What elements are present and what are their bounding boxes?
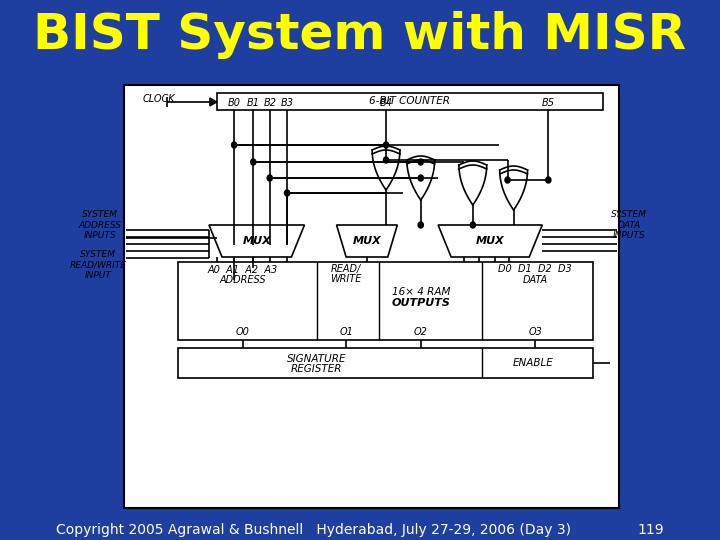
Text: SIGNATURE: SIGNATURE (287, 354, 346, 364)
Text: REGISTER: REGISTER (291, 364, 342, 374)
Text: Copyright 2005 Agrawal & Bushnell   Hyderabad, July 27-29, 2006 (Day 3): Copyright 2005 Agrawal & Bushnell Hydera… (56, 523, 571, 537)
Polygon shape (209, 225, 305, 257)
Text: D0  D1  D2  D3: D0 D1 D2 D3 (498, 264, 572, 274)
Text: READ/: READ/ (331, 264, 361, 274)
Text: A0  A1  A2  A3: A0 A1 A2 A3 (207, 265, 278, 275)
Text: B3: B3 (281, 98, 294, 108)
Polygon shape (336, 225, 397, 257)
Text: WRITE: WRITE (330, 274, 362, 284)
Circle shape (232, 142, 237, 148)
Text: 6-BIT COUNTER: 6-BIT COUNTER (369, 97, 451, 106)
Circle shape (470, 222, 475, 228)
Text: MUX: MUX (353, 236, 382, 246)
Bar (178, 348, 593, 378)
Text: CLOCK: CLOCK (143, 94, 176, 104)
Text: SYSTEM
READ/WRITE
INPUT: SYSTEM READ/WRITE INPUT (69, 250, 127, 280)
Text: B0: B0 (228, 98, 240, 108)
Bar (217, 93, 603, 110)
Text: O2: O2 (414, 327, 428, 337)
Text: B5: B5 (542, 98, 555, 108)
Circle shape (384, 142, 389, 148)
Text: B1: B1 (247, 98, 260, 108)
Text: MUX: MUX (476, 236, 505, 246)
Circle shape (251, 159, 256, 165)
Text: B4: B4 (379, 98, 392, 108)
Circle shape (418, 159, 423, 165)
Text: SYSTEM
ADDRESS
INPUTS: SYSTEM ADDRESS INPUTS (78, 210, 121, 240)
Text: B2: B2 (264, 98, 276, 108)
Circle shape (418, 175, 423, 181)
Polygon shape (210, 98, 217, 106)
Circle shape (384, 157, 389, 163)
Circle shape (267, 175, 272, 181)
Text: SYSTEM
DATA
INPUTS: SYSTEM DATA INPUTS (611, 210, 647, 240)
Text: DATA: DATA (523, 275, 548, 285)
Polygon shape (438, 225, 542, 257)
Text: 119: 119 (637, 523, 664, 537)
Text: ADDRESS: ADDRESS (220, 275, 266, 285)
Bar (124, 85, 618, 508)
Circle shape (418, 222, 423, 228)
Bar (178, 262, 593, 340)
Text: ENABLE: ENABLE (513, 358, 554, 368)
Text: OUTPUTS: OUTPUTS (391, 298, 450, 308)
Circle shape (505, 177, 510, 183)
Text: 16× 4 RAM: 16× 4 RAM (392, 287, 450, 297)
Text: MUX: MUX (243, 236, 271, 246)
Text: BIST System with MISR: BIST System with MISR (33, 11, 687, 59)
Circle shape (284, 190, 289, 196)
Circle shape (546, 177, 551, 183)
Text: O1: O1 (339, 327, 353, 337)
Text: O0: O0 (236, 327, 250, 337)
Text: O3: O3 (528, 327, 542, 337)
